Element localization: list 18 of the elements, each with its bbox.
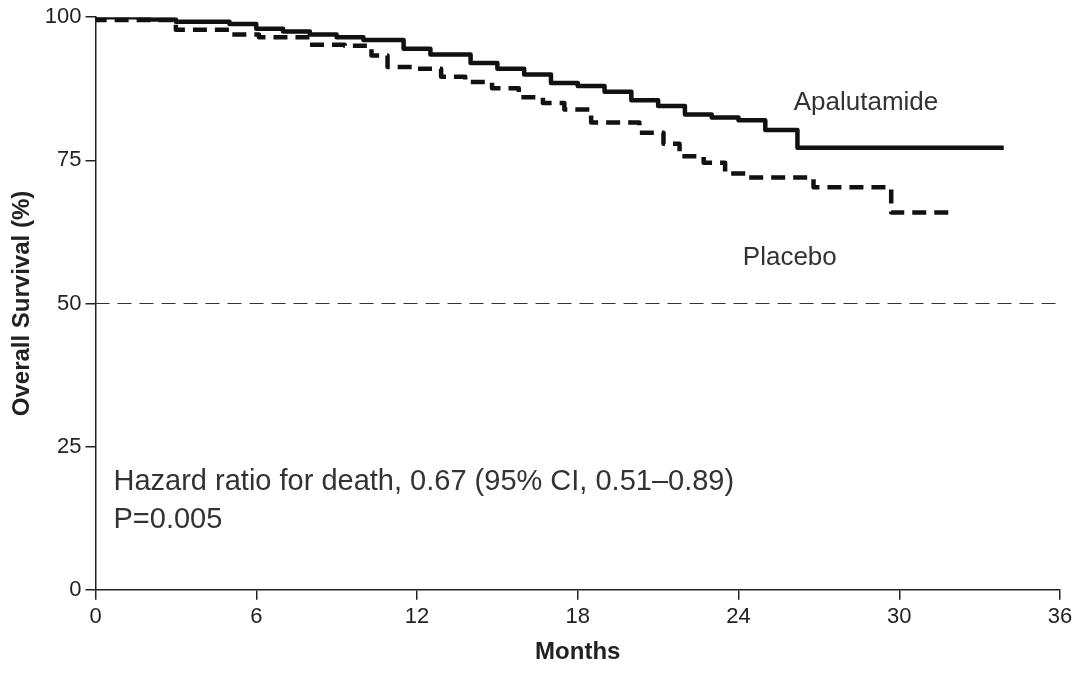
x-tick-label: 30 <box>887 603 912 629</box>
text: Placebo <box>742 240 837 271</box>
x-tick-label: 0 <box>89 603 102 629</box>
y-axis-title: Overall Survival (%) <box>7 190 35 417</box>
x-axis-title: Months <box>535 637 621 665</box>
y-tick-label: 0 <box>69 575 82 601</box>
x-tick-label: 6 <box>250 603 263 629</box>
x-tick-label: 36 <box>1047 603 1073 629</box>
y-tick-label: 25 <box>57 432 82 458</box>
x-tick-label: 18 <box>565 603 590 629</box>
y-tick-label: 75 <box>57 146 82 172</box>
y-tick-label: 50 <box>57 289 82 315</box>
x-tick-label: 12 <box>404 603 430 629</box>
annotation: P=0.005 <box>113 501 223 534</box>
y-tick-label: 100 <box>44 3 82 29</box>
x-tick-label: 24 <box>726 603 751 629</box>
series-label: Apalutamide <box>793 85 939 116</box>
annotation: Hazard ratio for death, 0.67 (95% CI, 0.51–0.89) <box>113 463 735 496</box>
